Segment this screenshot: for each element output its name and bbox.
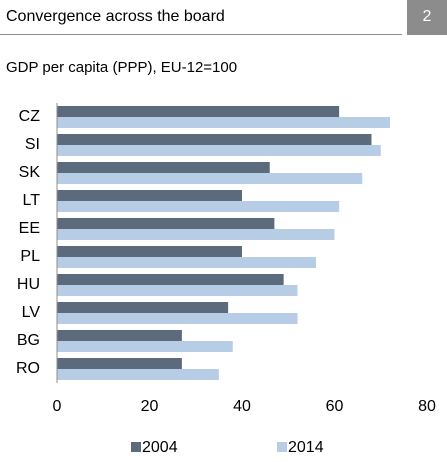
bar	[57, 134, 372, 145]
bar	[57, 162, 270, 173]
bar	[57, 117, 390, 128]
y-tick-label: PL	[20, 248, 40, 265]
y-tick-label: BG	[17, 332, 40, 349]
bar	[57, 358, 182, 369]
bar	[57, 341, 233, 352]
chart-subtitle: GDP per capita (PPP), EU-12=100	[6, 59, 237, 76]
bar	[57, 274, 284, 285]
bar	[57, 257, 316, 268]
header-number: 2	[423, 8, 432, 25]
bar	[57, 330, 182, 341]
y-tick-label: LV	[22, 304, 41, 321]
x-tick-label: 60	[326, 398, 344, 415]
legend-label: 2004	[142, 439, 178, 456]
bar	[57, 246, 242, 257]
legend-swatch	[277, 442, 287, 452]
y-tick-label: SK	[19, 164, 41, 181]
bar	[57, 302, 229, 313]
bar	[57, 106, 340, 117]
bar	[57, 218, 275, 229]
bar	[57, 313, 298, 324]
y-tick-label: CZ	[19, 108, 41, 125]
y-tick-label: RO	[16, 360, 40, 377]
x-tick-label: 80	[418, 398, 436, 415]
y-tick-label: EE	[19, 220, 40, 237]
y-tick-label: HU	[17, 276, 40, 293]
y-tick-label: LT	[23, 192, 41, 209]
bar	[57, 173, 363, 184]
bar	[57, 201, 340, 212]
bar	[57, 229, 335, 240]
bar	[57, 369, 219, 380]
legend-swatch	[131, 442, 141, 452]
bar	[57, 285, 298, 296]
header-number-box	[407, 0, 447, 35]
x-tick-label: 40	[233, 398, 251, 415]
bar	[57, 145, 381, 156]
header-title: Convergence across the board	[6, 8, 225, 25]
bar	[57, 190, 242, 201]
y-tick-label: SI	[25, 136, 40, 153]
legend-label: 2014	[288, 439, 324, 456]
x-tick-label: 0	[53, 398, 62, 415]
x-tick-label: 20	[141, 398, 159, 415]
